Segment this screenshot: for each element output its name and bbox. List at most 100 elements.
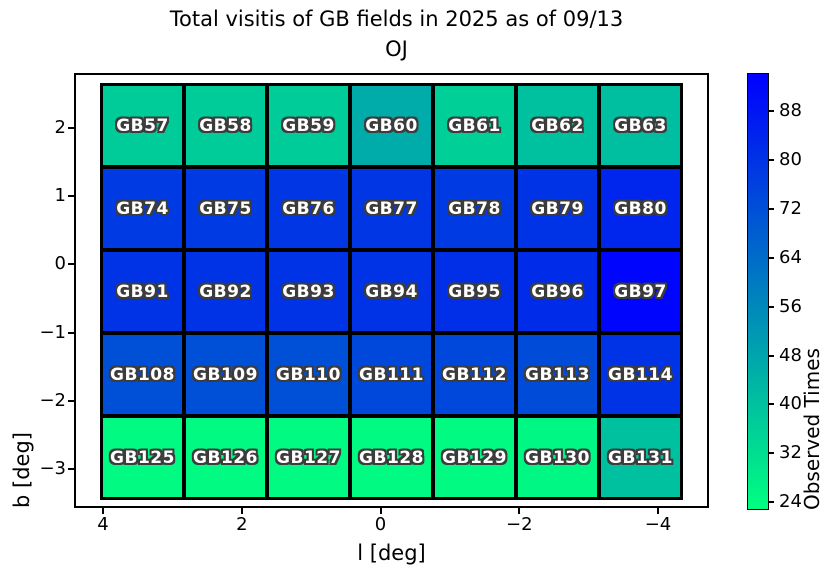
heatmap-cell-GB75: GB75 xyxy=(186,169,265,248)
cell-label: GB61 xyxy=(448,115,501,136)
cell-label: GB97 xyxy=(614,281,667,302)
tick-mark xyxy=(769,159,774,162)
heatmap-cell-GB58: GB58 xyxy=(186,86,265,165)
heatmap-cell-GB57: GB57 xyxy=(103,86,182,165)
cell-label: GB95 xyxy=(448,281,501,302)
colorbar-label: Observed Times xyxy=(800,348,824,510)
heatmap-cell-GB127: GB127 xyxy=(269,418,348,497)
heatmap-cell-GB63: GB63 xyxy=(601,86,680,165)
cell-label: GB112 xyxy=(442,364,507,385)
heatmap-cell-GB128: GB128 xyxy=(352,418,431,497)
heatmap-cell-GB114: GB114 xyxy=(601,335,680,414)
heatmap-cell-GB125: GB125 xyxy=(103,418,182,497)
tick-mark xyxy=(769,354,774,357)
x-tick-label: 4 xyxy=(97,514,109,535)
heatmap-cell-GB78: GB78 xyxy=(435,169,514,248)
cell-label: GB111 xyxy=(359,364,424,385)
tick-mark xyxy=(769,305,774,308)
cell-label: GB127 xyxy=(276,447,341,468)
heatmap-cell-GB113: GB113 xyxy=(518,335,597,414)
colorbar-tick-label: 48 xyxy=(779,344,802,366)
tick-mark xyxy=(240,508,243,514)
heatmap-cell-GB92: GB92 xyxy=(186,252,265,331)
tick-mark xyxy=(68,263,74,266)
plot-title: Total visitis of GB fields in 2025 as of… xyxy=(169,7,624,31)
cell-label: GB108 xyxy=(110,364,175,385)
y-axis-label: b [deg] xyxy=(10,432,34,508)
colorbar-tick-label: 40 xyxy=(779,393,802,415)
cell-label: GB91 xyxy=(116,281,169,302)
heatmap-cell-GB94: GB94 xyxy=(352,252,431,331)
cell-label: GB58 xyxy=(199,115,252,136)
tick-mark xyxy=(769,208,774,211)
heatmap-cell-GB61: GB61 xyxy=(435,86,514,165)
heatmap-cell-GB112: GB112 xyxy=(435,335,514,414)
cell-label: GB76 xyxy=(282,198,335,219)
tick-mark xyxy=(68,399,74,402)
tick-mark xyxy=(769,452,774,455)
heatmap-cell-GB96: GB96 xyxy=(518,252,597,331)
plot-subtitle: OJ xyxy=(385,37,408,61)
tick-mark xyxy=(769,256,774,259)
heatmap-cell-GB80: GB80 xyxy=(601,169,680,248)
y-tick-label: 2 xyxy=(54,117,66,138)
heatmap-cell-GB76: GB76 xyxy=(269,169,348,248)
cell-label: GB126 xyxy=(193,447,258,468)
heatmap-cell-GB130: GB130 xyxy=(518,418,597,497)
heatmap-cell-GB93: GB93 xyxy=(269,252,348,331)
tick-mark xyxy=(769,110,774,113)
cell-label: GB94 xyxy=(365,281,418,302)
cell-label: GB114 xyxy=(608,364,673,385)
cell-label: GB131 xyxy=(608,447,673,468)
tick-mark xyxy=(68,127,74,129)
cell-label: GB62 xyxy=(531,115,584,136)
heatmap-cell-GB129: GB129 xyxy=(435,418,514,497)
heatmap-cell-GB126: GB126 xyxy=(186,418,265,497)
tick-mark xyxy=(769,501,774,504)
heatmap-cell-GB109: GB109 xyxy=(186,335,265,414)
heatmap-cell-GB111: GB111 xyxy=(352,335,431,414)
cell-label: GB80 xyxy=(614,198,667,219)
tick-mark xyxy=(379,508,382,514)
heatmap-cell-GB131: GB131 xyxy=(601,418,680,497)
y-tick-label: −3 xyxy=(39,458,66,479)
cell-label: GB92 xyxy=(199,281,252,302)
colorbar xyxy=(747,73,769,510)
colorbar-tick-label: 24 xyxy=(779,491,802,513)
heatmap-cell-GB59: GB59 xyxy=(269,86,348,165)
cell-label: GB57 xyxy=(116,115,169,136)
cell-label: GB59 xyxy=(282,115,335,136)
cell-label: GB109 xyxy=(193,364,258,385)
heatmap-grid: GB57 GB58 GB59 GB60 GB61 GB62 GB63 GB74 GB75 GB76… xyxy=(100,83,683,500)
heatmap-cell-GB108: GB108 xyxy=(103,335,182,414)
y-tick-label: 0 xyxy=(54,253,66,275)
colorbar-tick-label: 72 xyxy=(779,198,802,220)
cell-label: GB129 xyxy=(442,447,507,468)
cell-label: GB93 xyxy=(282,281,335,302)
y-tick-label: −2 xyxy=(39,389,66,411)
heatmap-cell-GB79: GB79 xyxy=(518,169,597,248)
tick-mark xyxy=(68,331,74,334)
heatmap-cell-GB91: GB91 xyxy=(103,252,182,331)
cell-label: GB77 xyxy=(365,198,418,219)
heatmap-cell-GB77: GB77 xyxy=(352,169,431,248)
colorbar-tick-label: 56 xyxy=(779,295,802,317)
x-tick-label: 2 xyxy=(236,514,248,535)
cell-label: GB79 xyxy=(531,198,584,219)
colorbar-tick-label: 80 xyxy=(779,149,802,171)
cell-label: GB130 xyxy=(525,447,590,468)
tick-mark xyxy=(769,403,774,406)
x-tick-label: 0 xyxy=(374,514,387,535)
tick-mark xyxy=(518,508,521,514)
colorbar-tick-label: 64 xyxy=(779,246,802,268)
cell-label: GB110 xyxy=(276,364,341,385)
cell-label: GB60 xyxy=(365,115,418,136)
heatmap-cell-GB110: GB110 xyxy=(269,335,348,414)
cell-label: GB63 xyxy=(614,115,667,136)
colorbar-tick-label: 32 xyxy=(779,442,802,464)
heatmap-cell-GB95: GB95 xyxy=(435,252,514,331)
cell-label: GB96 xyxy=(531,281,584,302)
y-tick-label: −1 xyxy=(39,321,66,343)
tick-mark xyxy=(68,195,74,198)
